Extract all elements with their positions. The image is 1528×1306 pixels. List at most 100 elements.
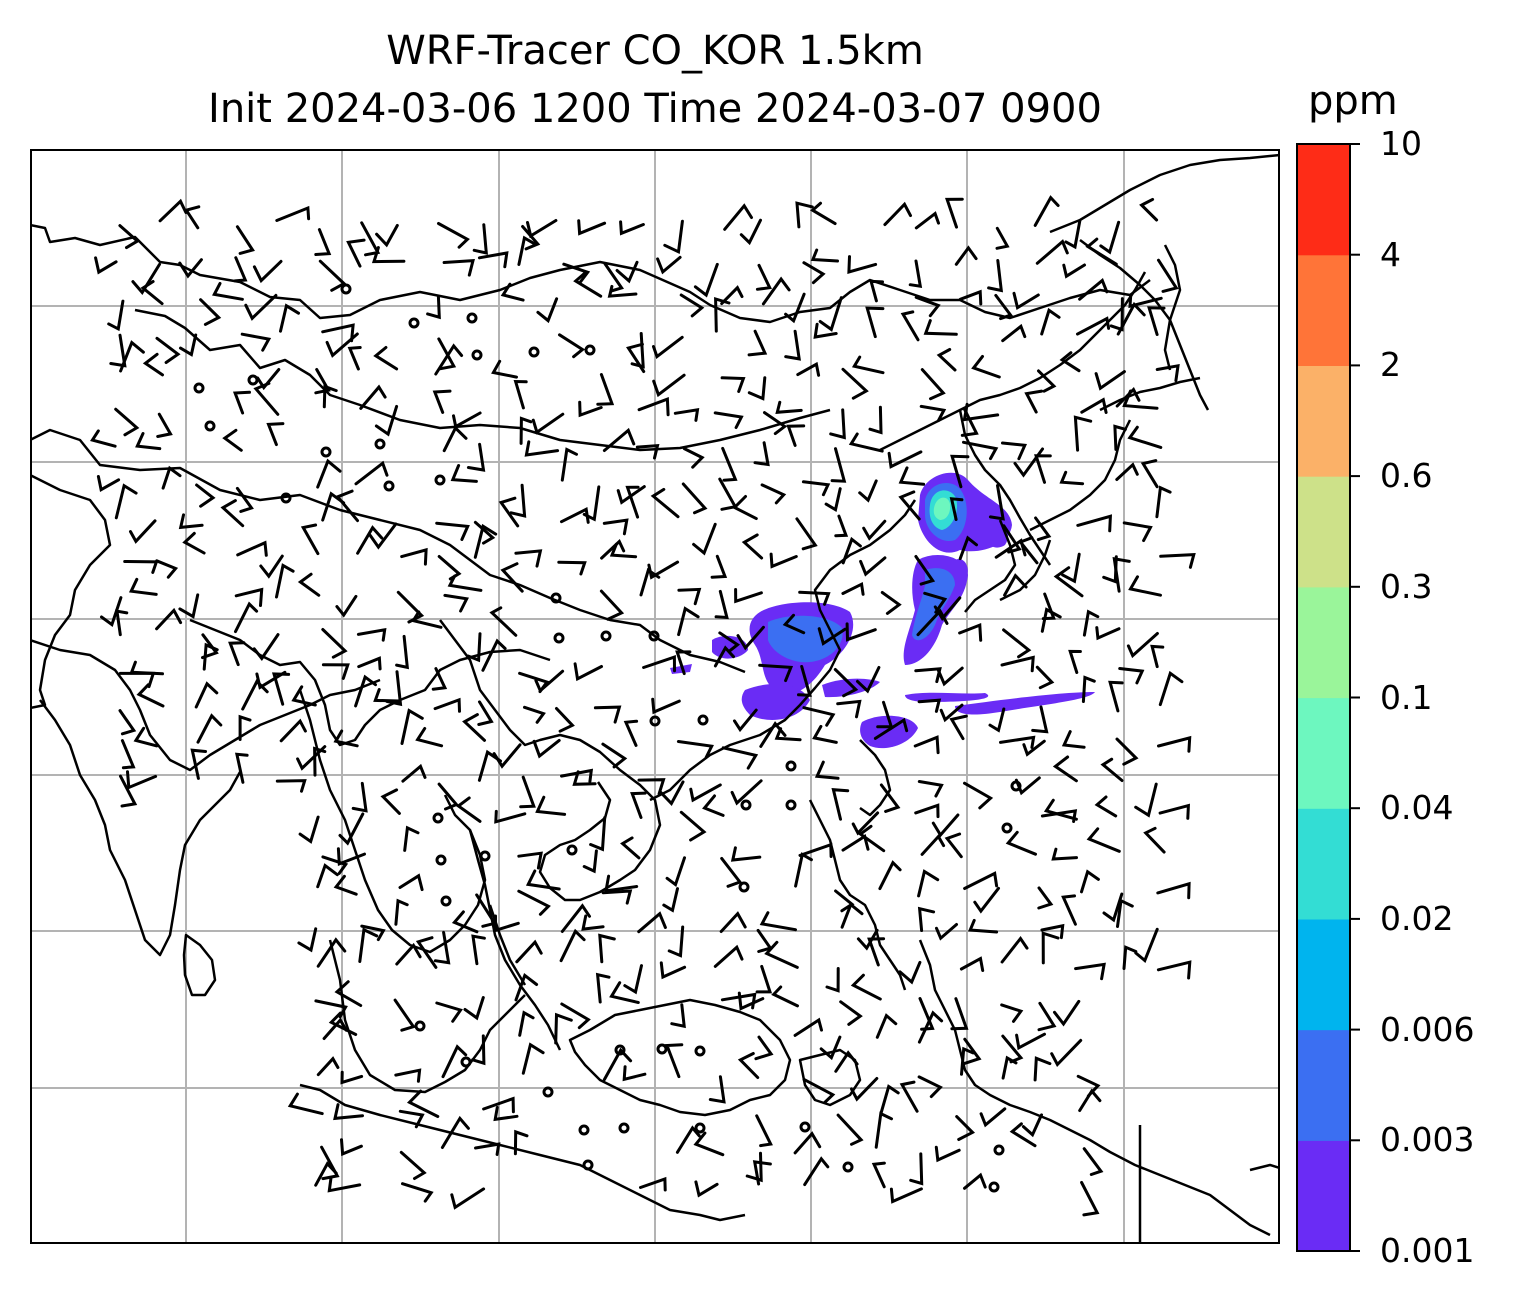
wind-barb [676, 740, 714, 759]
calm-wind-marker [528, 346, 540, 358]
colorbar-tick-label: 0.001 [1380, 1231, 1475, 1270]
wind-barb [96, 475, 121, 493]
wind-barb [1073, 415, 1093, 452]
wind-barb [1040, 607, 1062, 633]
calm-wind-marker [649, 715, 661, 727]
wind-barb [968, 918, 999, 934]
wind-barb [747, 329, 768, 357]
wind-barb [1158, 803, 1190, 820]
wind-barb [675, 650, 692, 676]
wind-barb [755, 1114, 773, 1148]
wind-barb [1143, 826, 1166, 854]
wind-barb [630, 791, 647, 819]
calm-wind-marker [988, 1181, 1000, 1193]
wind-barb [415, 727, 444, 748]
wind-barb [917, 906, 936, 932]
wind-barb [739, 218, 762, 246]
wind-barb [360, 924, 386, 942]
wind-barb [1155, 485, 1172, 519]
calm-wind-marker [479, 850, 491, 862]
wind-barb [433, 930, 451, 965]
calm-wind-marker [785, 760, 797, 772]
wind-barb [919, 404, 947, 422]
wind-barb [812, 724, 838, 744]
wind-barb [298, 815, 320, 844]
wind-barb [784, 292, 806, 324]
calm-wind-marker [414, 1020, 426, 1032]
colorbar-tick-label: 0.003 [1380, 1120, 1475, 1160]
wind-barb [810, 248, 839, 263]
wind-barb [786, 424, 806, 447]
wind-barb [675, 1125, 701, 1154]
wind-barb [920, 368, 946, 401]
coastline-segment [328, 939, 526, 1094]
wind-barb [880, 591, 902, 615]
wind-barb [410, 610, 443, 629]
wind-barb [988, 707, 1006, 733]
wind-barb [708, 1075, 726, 1104]
wind-barb [1150, 644, 1165, 669]
calm-wind-marker [694, 1122, 706, 1134]
wind-barb [883, 201, 912, 227]
wind-barb [1012, 291, 1040, 311]
wind-barb [266, 422, 285, 447]
wind-barb [347, 346, 362, 371]
coastline-segment [1163, 244, 1182, 371]
wind-barb [719, 911, 747, 933]
wind-barb [560, 507, 590, 524]
wind-barb [1122, 389, 1159, 410]
wind-barb [845, 622, 877, 642]
wind-barb [734, 588, 763, 604]
map-frame [30, 149, 1280, 1244]
wind-barb [327, 1177, 362, 1193]
wind-barb [958, 622, 983, 642]
wind-barb [931, 813, 960, 838]
wind-barb [517, 235, 537, 266]
calm-wind-marker [697, 714, 709, 726]
wind-barb [441, 1044, 468, 1079]
wind-barb [850, 1077, 879, 1102]
wind-barb [358, 927, 379, 963]
wind-barb [677, 587, 702, 606]
wind-barb [515, 939, 543, 964]
wind-barb [375, 224, 399, 248]
wind-barb [238, 714, 252, 741]
wind-barb [914, 803, 940, 819]
tracer-plume [822, 678, 880, 698]
wind-barb [536, 297, 559, 324]
wind-barb [851, 811, 880, 836]
colorbar-tick-label: 10 [1380, 124, 1422, 163]
wind-barb [314, 368, 331, 395]
wind-barb [720, 376, 746, 393]
figure-subtitle: Init 2024-03-06 1200 Time 2024-03-07 090… [208, 86, 1102, 132]
wind-barb [234, 601, 259, 634]
wind-barb [1112, 556, 1131, 593]
calm-wind-marker [740, 799, 752, 811]
wind-barb [1080, 869, 1100, 894]
wind-barb [297, 572, 321, 597]
wind-barb [500, 282, 525, 302]
colorbar-tick-label: 4 [1380, 234, 1401, 274]
wind-barb [720, 285, 744, 306]
coastline-segment [859, 739, 892, 817]
colorbar-segment [1297, 918, 1350, 1031]
wind-barb [914, 667, 942, 684]
wind-barb [313, 746, 327, 777]
wind-barb [228, 641, 246, 667]
wind-barb [1009, 1122, 1037, 1148]
wind-barb [1108, 680, 1124, 713]
wind-barb [560, 447, 578, 482]
wind-barb [681, 482, 708, 515]
wind-barb [771, 985, 799, 1008]
wind-barb [775, 400, 803, 414]
wind-barb [795, 201, 814, 229]
wind-barb [291, 685, 317, 707]
wind-barb [898, 960, 922, 985]
calm-wind-marker [550, 592, 562, 604]
figure-title: WRF-Tracer CO_KOR 1.5km [386, 28, 924, 74]
wind-barb [593, 705, 622, 724]
wind-barb [196, 713, 223, 744]
wind-barb [916, 608, 949, 637]
wind-barb [798, 842, 833, 858]
wind-barb [1000, 935, 1029, 964]
